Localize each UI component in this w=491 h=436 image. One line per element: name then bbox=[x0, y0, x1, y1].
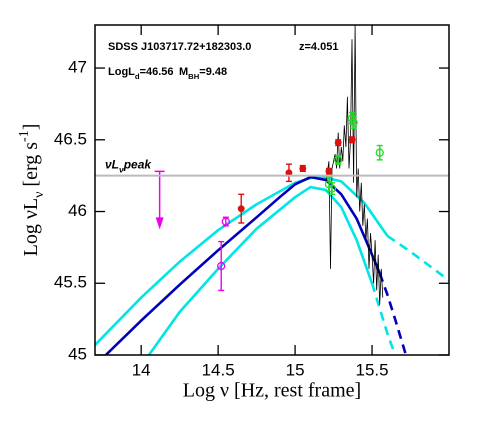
annotation: SDSS J103717.72+182303.0 bbox=[108, 41, 251, 53]
data-point bbox=[299, 165, 307, 172]
x-tick-label: 15.5 bbox=[355, 360, 388, 379]
curve bbox=[325, 25, 384, 305]
annotation-part: BH bbox=[188, 72, 200, 81]
data-point bbox=[375, 148, 384, 157]
curve bbox=[104, 175, 381, 355]
x-tick-label: 14.5 bbox=[202, 360, 235, 379]
annotation-part: =9.48 bbox=[199, 66, 227, 78]
x-axis-label: Log ν [Hz, rest frame] bbox=[183, 380, 361, 402]
plot-frame bbox=[94, 24, 450, 356]
y-axis-label-part: ] bbox=[20, 124, 42, 131]
x-tick-label: 14 bbox=[132, 360, 151, 379]
y-tick-label: 46 bbox=[68, 201, 87, 220]
data-point bbox=[347, 114, 357, 123]
y-tick-label: 46.5 bbox=[54, 129, 87, 148]
y-tick-label: 45 bbox=[68, 344, 87, 363]
annotation-part: M bbox=[179, 66, 188, 78]
data-point bbox=[217, 261, 226, 271]
data-point bbox=[348, 136, 356, 144]
curve bbox=[95, 174, 389, 346]
data-point bbox=[334, 139, 342, 147]
annotation-part: SDSS J103717.72+182303.0 bbox=[108, 41, 251, 53]
annotation: MBH=9.48 bbox=[179, 66, 227, 81]
curve bbox=[386, 234, 449, 282]
annotation: LogLd=46.56 bbox=[108, 66, 174, 81]
limit-arrowhead bbox=[155, 217, 164, 230]
data-point bbox=[221, 217, 230, 226]
curve bbox=[378, 272, 408, 355]
annotation-part: d bbox=[135, 72, 140, 81]
y-axis-label-part: -1 bbox=[17, 130, 32, 142]
annotation-part: LogL bbox=[108, 66, 135, 78]
data-point bbox=[334, 155, 343, 165]
reference-label-part: ν bbox=[119, 165, 124, 175]
annotation-part: =46.56 bbox=[140, 66, 174, 78]
data-point bbox=[237, 205, 245, 213]
y-axis-label-part: Log νL bbox=[20, 198, 42, 256]
reference-label-part: νL bbox=[105, 158, 119, 172]
data-point bbox=[325, 167, 333, 175]
x-tick-label: 15 bbox=[286, 360, 305, 379]
y-tick-label: 45.5 bbox=[54, 273, 87, 292]
data-point bbox=[327, 184, 337, 193]
curve bbox=[147, 185, 374, 355]
y-axis-label-part: ν bbox=[32, 192, 47, 198]
y-axis-label: Log νLν [erg s-1] bbox=[17, 124, 47, 257]
reference-label-part: peak bbox=[123, 158, 153, 172]
annotation: z=4.051 bbox=[299, 41, 338, 53]
reference-label: νLνpeak bbox=[105, 158, 152, 175]
data-point bbox=[349, 118, 358, 127]
y-tick-label: 47 bbox=[68, 58, 87, 77]
plot-area bbox=[95, 25, 449, 355]
y-axis-label-part: [erg s bbox=[20, 142, 42, 192]
annotation-part: z=4.051 bbox=[299, 41, 338, 53]
curve bbox=[370, 282, 397, 355]
